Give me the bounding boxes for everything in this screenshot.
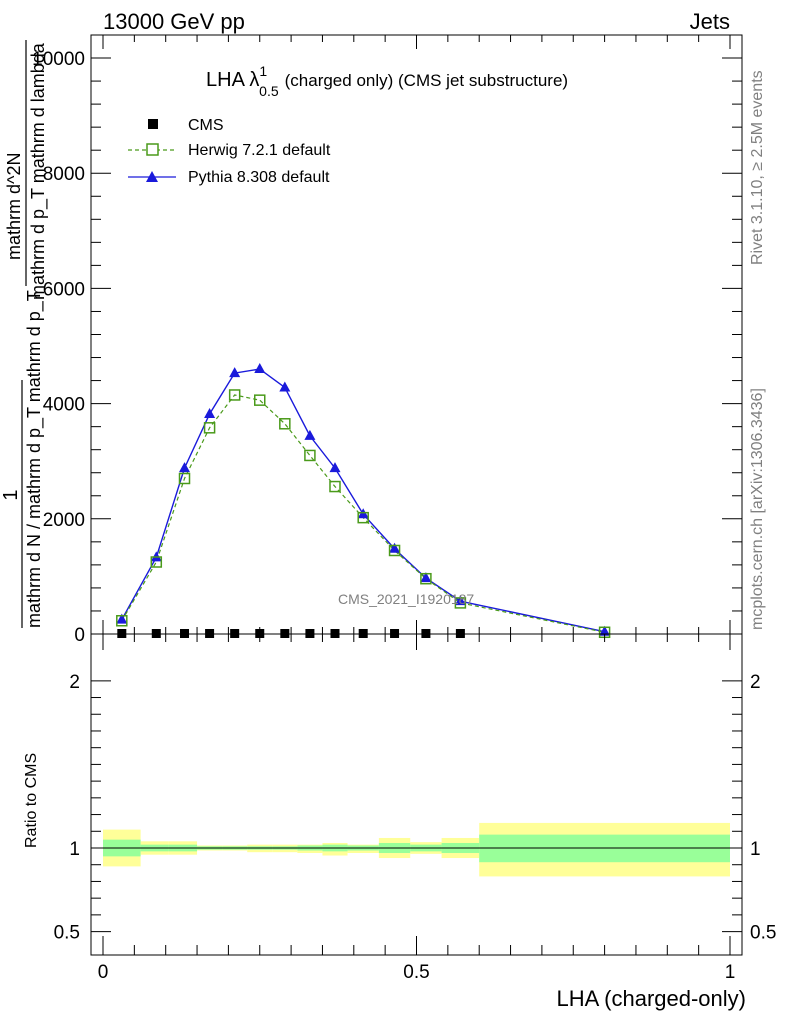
plot-title-rest: (charged only) (CMS jet substructure) (285, 71, 568, 90)
main-y-tick-label: 10000 (32, 49, 85, 70)
pythia-point (204, 407, 216, 418)
plot-title-main: LHA λ (206, 69, 259, 91)
x-tick-label: 0.5 (403, 962, 429, 983)
ratio-y-label: Ratio to CMS (23, 753, 40, 848)
x-tick-label: 0 (98, 962, 109, 983)
ratio-panel: 0.5 0.5 1 1 2 2 0 0.5 1 Ratio to CMS LHA (charge… (23, 633, 776, 1011)
herwig-point (228, 389, 241, 401)
legend-cms-marker (148, 119, 158, 129)
y-label-denominator: mathrm d N / mathrm d p_T mathrm d p_T (24, 290, 45, 628)
main-y-ticks: 0 2000 4000 6000 8000 10000 (32, 35, 742, 646)
pythia-point (279, 381, 291, 392)
pythia-point (329, 462, 341, 473)
main-y-tick-label: 4000 (43, 395, 85, 416)
ratio-ticks: 0.5 0.5 1 1 2 2 0 0.5 1 (54, 634, 776, 983)
main-panel: 0 2000 4000 6000 8000 10000 LHA λ1 0.5 (charged… (32, 34, 743, 646)
main-y-tick-label: 6000 (43, 279, 85, 300)
x-axis-label: LHA (charged-only) (556, 986, 746, 1011)
herwig-point (420, 572, 432, 585)
watermark: CMS_2021_I1920187 (338, 591, 474, 607)
main-y-label: 1 mathrm d N / mathrm d p_T mathrm d p_T… (0, 40, 49, 628)
herwig-point (116, 615, 128, 627)
ratio-y-tick-label: 1 (69, 839, 80, 860)
header-right: Jets (690, 9, 730, 34)
rivet-label: Rivet 3.1.10, ≥ 2.5M events (749, 70, 766, 265)
herwig-point (388, 544, 401, 557)
pythia-point (254, 363, 266, 374)
legend-cms-label: CMS (188, 117, 224, 134)
x-tick-label: 1 (725, 962, 736, 983)
ratio-frame (90, 633, 743, 956)
ratio-y-tick-label: 0.5 (54, 923, 80, 944)
herwig-point (178, 472, 191, 485)
plot-title: LHA λ1 0.5 (charged only) (CMS jet substru… (206, 63, 568, 99)
pythia-point (420, 572, 432, 583)
mcplots-label: mcplots.cern.ch [arXiv:1306.3436] (749, 388, 766, 630)
pythia-point (389, 542, 401, 553)
herwig-point (357, 511, 369, 524)
pythia-point (599, 625, 611, 636)
herwig-point (329, 480, 341, 493)
main-y-tick-label: 2000 (43, 510, 85, 531)
pythia-point (454, 595, 466, 606)
plot-title-sup: 1 (259, 63, 267, 79)
pythia-point (304, 429, 316, 440)
y-label-one: 1 (0, 489, 22, 500)
plot-title-sub: 0.5 (259, 83, 279, 99)
legend-pythia-label: Pythia 8.308 default (188, 169, 330, 186)
legend-herwig-marker (146, 143, 159, 156)
header-left: 13000 GeV pp (103, 9, 245, 34)
herwig-point (454, 597, 467, 609)
ratio-bands (103, 822, 730, 877)
ratio-y-tick-label-right: 2 (750, 672, 761, 693)
y-label-frac-numerator: mathrm d^2N (4, 153, 24, 260)
legend-herwig-label: Herwig 7.2.1 default (188, 142, 331, 159)
herwig-point (254, 394, 266, 406)
pythia-point (229, 367, 241, 378)
y-label-frac-denominator: mathrm d p_T mathrm d lambda (28, 42, 49, 300)
herwig-point (279, 418, 291, 430)
pythia-point (179, 462, 191, 473)
legend-pythia-marker (146, 171, 158, 182)
herwig-point (150, 556, 163, 568)
ratio-y-tick-label: 2 (69, 672, 80, 693)
pythia-point (116, 613, 128, 624)
main-y-tick-label: 0 (74, 625, 85, 646)
main-y-tick-label: 8000 (43, 164, 85, 185)
ratio-y-tick-label-right: 1 (750, 839, 761, 860)
ratio-y-tick-label-right: 0.5 (750, 923, 776, 944)
herwig-point (304, 449, 316, 462)
herwig-point (203, 422, 216, 434)
legend: CMS Herwig 7.2.1 default Pythia 8.308 de… (128, 117, 331, 186)
